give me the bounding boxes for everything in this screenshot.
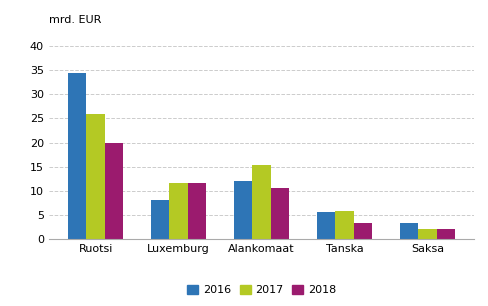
Bar <box>399 223 418 239</box>
Bar <box>270 188 288 239</box>
Bar <box>68 73 86 239</box>
Bar <box>252 165 270 239</box>
Bar <box>335 211 353 239</box>
Bar <box>234 181 252 239</box>
Text: mrd. EUR: mrd. EUR <box>49 15 101 24</box>
Bar <box>104 143 123 239</box>
Bar <box>151 200 169 239</box>
Bar <box>353 223 371 239</box>
Legend: 2016, 2017, 2018: 2016, 2017, 2018 <box>182 281 340 300</box>
Bar <box>418 229 436 239</box>
Bar <box>436 229 454 239</box>
Bar <box>187 183 205 239</box>
Bar <box>86 114 104 239</box>
Bar <box>317 212 335 239</box>
Bar <box>169 183 187 239</box>
